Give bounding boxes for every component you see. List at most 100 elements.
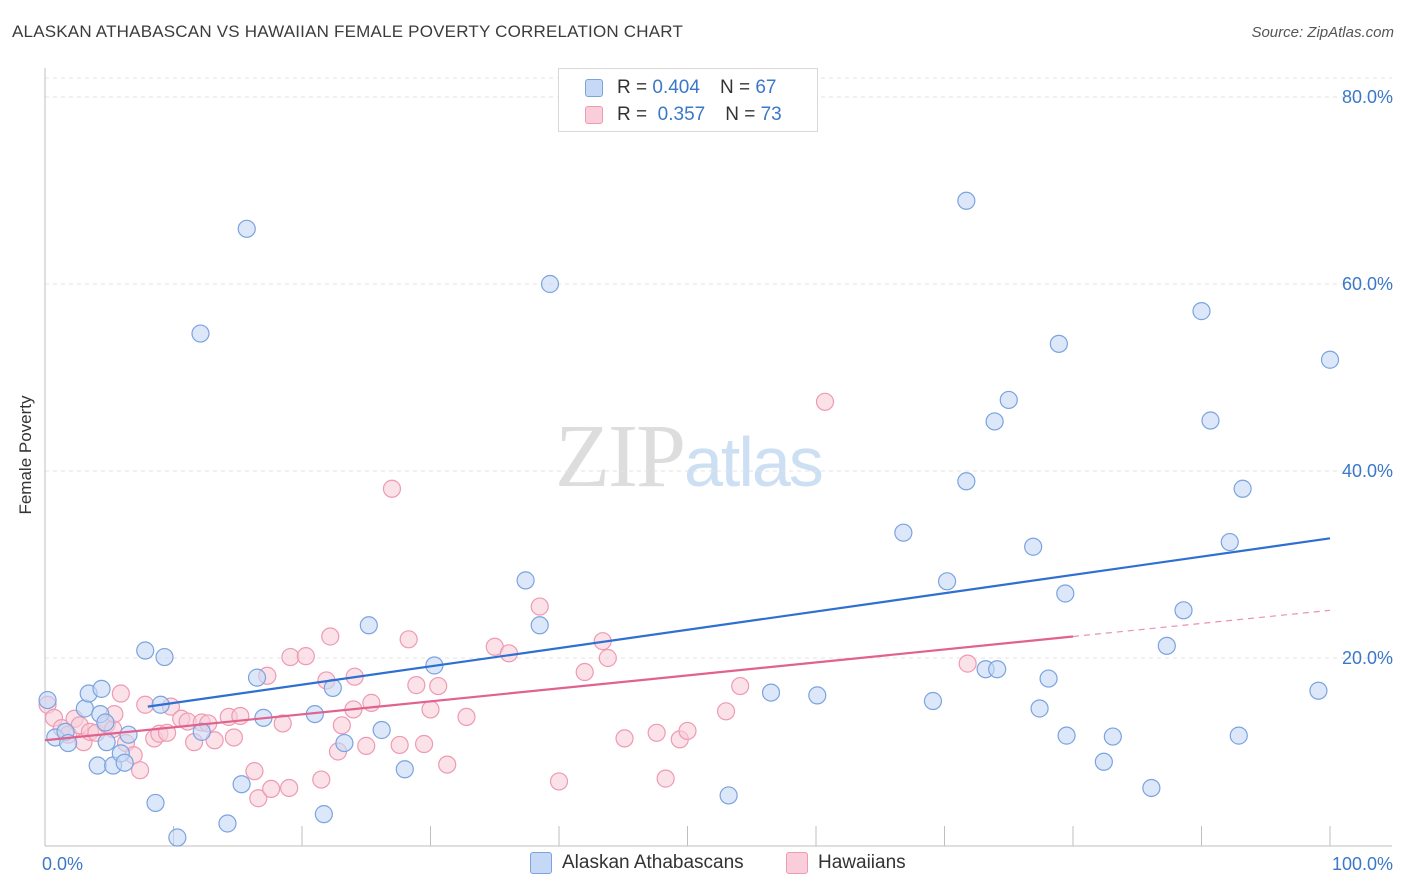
hawaiian-point [958,654,977,673]
alaskan-point [957,472,976,491]
hawaiian-point [716,702,736,721]
hawaiian-point [273,714,292,733]
hawaiian-point [678,721,697,741]
alaskan-point [97,733,116,752]
hawaiian-point [321,627,340,646]
legend-item-hawaiian: Hawaiians [786,852,906,874]
hawaiian-point [136,695,155,714]
x-tick-label: 100.0% [1332,854,1393,874]
legend-label: Alaskan Athabascans [562,852,744,873]
y-tick-label: 60.0% [1342,274,1393,294]
alaskan-point [923,691,943,711]
chart-title: ALASKAN ATHABASCAN VS HAWAIIAN FEMALE PO… [12,22,684,41]
legend-swatch-pink [585,106,603,124]
alaskan-point [1057,726,1076,745]
legend-row-hawaiian: R = 0.357 N = 73 [585,104,782,126]
hawaiian-point [647,723,666,742]
watermark: ZIPatlas [555,405,824,508]
hawaiian-point [575,662,594,682]
alaskan-point [808,686,827,705]
hawaiian-point [421,700,440,719]
alaskan-point [92,679,111,698]
alaskan-point [88,756,107,775]
hawaiian-point [731,676,750,696]
hawaiian-point [390,735,409,755]
hawaiian-point [438,755,457,774]
alaskan-point [1309,681,1328,700]
hawaiian-point [407,676,426,695]
watermark-atlas: atlas [684,423,824,501]
alaskan-trendline [147,537,1331,708]
legend-row-alaskan: R = 0.404 N = 67 [585,77,776,99]
legend-n-value: 67 [755,77,777,98]
alaskan-point [372,720,391,740]
alaskan-point [168,828,187,847]
alaskan-point [136,641,155,660]
alaskan-point [761,683,781,702]
alaskan-point [957,191,976,210]
hawaiian-point [530,597,549,616]
alaskan-point [894,523,913,542]
y-tick-label: 80.0% [1342,87,1393,107]
legend-n-value: 73 [760,104,782,125]
hawaiian-point [130,761,150,780]
alaskan-point [119,725,138,744]
legend-r-value: 0.357 [652,104,706,125]
alaskan-point [985,412,1004,431]
hawaiian-trendline-extension [1072,609,1331,638]
hawaiian-point [656,769,675,788]
alaskan-point [1201,411,1220,430]
hawaiian-point [457,707,476,727]
legend-r-label: R = [617,104,648,125]
legend-n-label: N = [719,77,751,98]
alaskan-point [719,786,738,805]
legend-series: Alaskan Athabascans Hawaiians [0,852,1406,878]
alaskan-point [1142,778,1161,798]
legend-swatch-blue [585,79,603,97]
alaskan-point [530,616,549,635]
alaskan-point [999,390,1018,410]
source-credit: Source: ZipAtlas.com [1251,24,1394,41]
hawaiian-point [429,676,448,696]
alaskan-point [75,699,94,718]
alaskan-point [395,760,414,779]
alaskan-point [1024,537,1043,556]
legend-r-value: 0.404 [652,77,700,98]
alaskan-point [335,733,354,753]
hawaiian-point [280,778,299,798]
y-tick-label: 40.0% [1342,461,1393,481]
alaskan-point [1233,479,1252,498]
alaskan-point [359,616,378,635]
alaskan-point [237,219,256,238]
hawaiian-point [598,648,617,668]
hawaiian-point [399,630,418,649]
alaskan-point [540,274,560,294]
legend-label: Hawaiians [818,852,906,873]
alaskan-point [516,571,535,590]
alaskan-point [1103,727,1122,746]
legend-n-label: N = [725,104,756,125]
alaskan-point [988,660,1007,679]
y-axis-label: Female Poverty [16,395,35,515]
hawaiian-trendline [44,635,1074,742]
alaskan-point [96,713,115,732]
alaskan-point [1192,302,1211,321]
hawaiian-point [111,684,130,703]
alaskan-point [38,690,57,710]
alaskan-point [314,805,333,824]
watermark-zip: ZIP [555,407,686,506]
alaskan-point [115,753,134,772]
alaskan-point [1056,584,1075,603]
alaskan-point [1229,726,1248,745]
hawaiian-point [549,772,569,791]
legend-item-alaskan: Alaskan Athabascans [530,852,744,874]
hawaiian-point [815,392,835,411]
alaskan-point [191,324,210,343]
hawaiian-point [615,729,634,748]
legend-swatch-blue [530,852,552,874]
legend-correlation: R = 0.404 N = 67 R = 0.357 N = 73 [558,68,818,132]
y-tick-label: 20.0% [1342,648,1393,668]
hawaiian-point [332,716,351,735]
hawaiian-point [262,779,281,799]
